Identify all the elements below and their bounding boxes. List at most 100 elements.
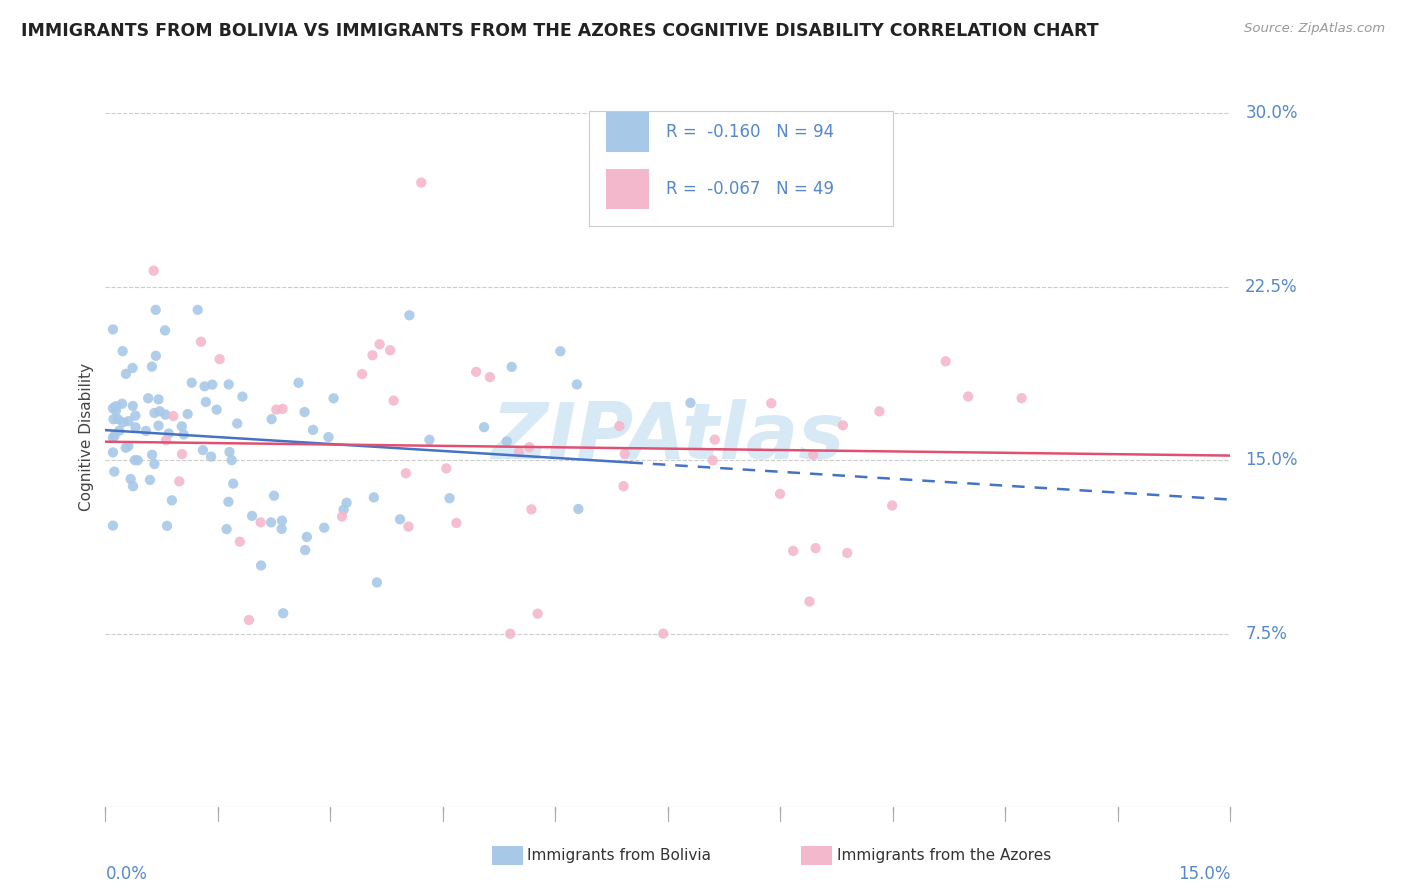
Point [804, 541, 827, 556]
Point [101, 322, 124, 336]
Point [104, 403, 127, 417]
Point [149, 404, 172, 418]
Point [124, 409, 146, 423]
Point [117, 439, 139, 453]
Point [352, 367, 374, 381]
Point [652, 626, 675, 640]
Point [187, 302, 209, 317]
Point [446, 516, 468, 530]
Point [250, 558, 273, 573]
Point [141, 448, 163, 462]
Point [508, 445, 530, 459]
Point [322, 392, 344, 406]
Point [176, 407, 198, 421]
Point [612, 479, 634, 493]
Point [120, 472, 142, 486]
Point [173, 427, 195, 442]
Point [155, 408, 177, 422]
Point [868, 404, 890, 418]
Point [260, 412, 283, 426]
Point [368, 337, 391, 351]
Point [499, 626, 522, 640]
Point [145, 349, 167, 363]
FancyBboxPatch shape [606, 169, 648, 210]
Text: Immigrants from Bolivia: Immigrants from Bolivia [527, 848, 711, 863]
Point [270, 522, 292, 536]
Point [221, 453, 243, 467]
Point [117, 414, 139, 428]
Point [139, 473, 162, 487]
Point [122, 479, 145, 493]
Point [703, 433, 725, 447]
Point [380, 343, 402, 358]
Point [411, 176, 433, 190]
Point [153, 323, 176, 337]
Point [550, 344, 572, 359]
Point [769, 487, 792, 501]
Point [520, 502, 543, 516]
Point [517, 440, 540, 454]
Point [143, 406, 166, 420]
Point [170, 419, 193, 434]
Text: ZIPAtlas: ZIPAtlas [491, 399, 845, 475]
Text: 15.0%: 15.0% [1178, 865, 1230, 883]
Point [295, 530, 318, 544]
Point [398, 308, 420, 322]
Point [366, 575, 388, 590]
Point [330, 509, 353, 524]
Point [218, 445, 240, 459]
Point [103, 412, 125, 426]
Point [418, 433, 440, 447]
Point [332, 502, 354, 516]
Text: R =  -0.160   N = 94: R = -0.160 N = 94 [665, 123, 834, 141]
Text: 7.5%: 7.5% [1246, 624, 1286, 643]
Point [215, 522, 238, 536]
Point [218, 377, 240, 392]
Point [565, 377, 588, 392]
Text: 30.0%: 30.0% [1246, 104, 1298, 122]
Point [567, 502, 589, 516]
Point [318, 430, 340, 444]
Point [145, 302, 167, 317]
Point [434, 461, 457, 475]
Point [180, 376, 202, 390]
Point [193, 379, 215, 393]
Point [271, 401, 294, 416]
Point [294, 405, 316, 419]
Point [363, 491, 385, 505]
Point [111, 397, 134, 411]
Point [124, 453, 146, 467]
Point [115, 367, 138, 381]
Text: 22.5%: 22.5% [1246, 277, 1298, 295]
Point [217, 495, 239, 509]
Point [263, 489, 285, 503]
Point [609, 419, 631, 434]
Point [388, 512, 411, 526]
Point [141, 359, 163, 374]
Point [103, 465, 125, 479]
Point [108, 424, 131, 438]
Point [495, 434, 517, 449]
Point [124, 420, 146, 434]
Point [107, 412, 129, 426]
Point [957, 390, 980, 404]
Point [155, 433, 177, 447]
Point [302, 423, 325, 437]
Text: Immigrants from the Azores: Immigrants from the Azores [837, 848, 1050, 863]
Point [249, 516, 271, 530]
Point [127, 453, 149, 467]
Point [801, 448, 824, 462]
Y-axis label: Cognitive Disability: Cognitive Disability [79, 363, 94, 511]
Point [314, 521, 336, 535]
Point [439, 491, 461, 506]
Point [240, 508, 263, 523]
Point [156, 518, 179, 533]
Point [208, 352, 231, 367]
Point [799, 594, 821, 608]
Point [194, 395, 217, 409]
Point [335, 496, 357, 510]
Point [222, 476, 245, 491]
Point [104, 399, 127, 413]
Point [231, 390, 253, 404]
Point [287, 376, 309, 390]
